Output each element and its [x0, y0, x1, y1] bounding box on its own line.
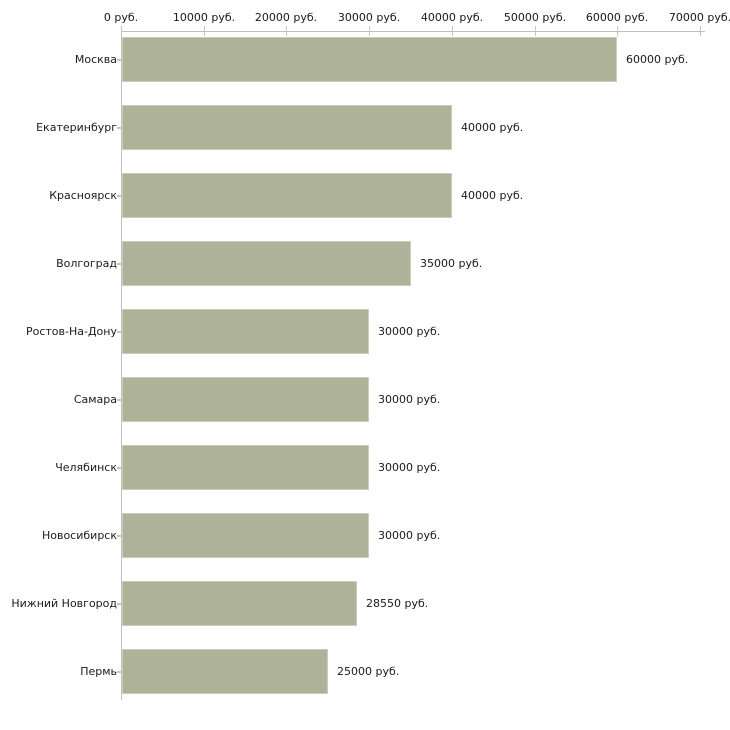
category-tick [117, 467, 121, 469]
value-label: 25000 руб. [337, 664, 400, 678]
category-label: Волгоград [56, 256, 117, 270]
category-tick [117, 127, 121, 129]
category-label: Челябинск [55, 460, 117, 474]
x-axis-tick [535, 26, 536, 36]
bar [122, 649, 328, 694]
value-label: 30000 руб. [378, 324, 441, 338]
bar [122, 377, 369, 422]
x-axis-tick [121, 26, 122, 36]
value-label: 35000 руб. [420, 256, 483, 270]
category-tick [117, 671, 121, 673]
bar [122, 513, 369, 558]
value-label: 40000 руб. [461, 188, 524, 202]
x-axis-tick-label: 60000 руб. [585, 11, 649, 24]
x-axis-tick [369, 26, 370, 36]
category-label: Екатеринбург [36, 120, 117, 134]
category-tick [117, 535, 121, 537]
category-label: Ростов-На-Дону [25, 324, 117, 338]
value-label: 60000 руб. [626, 52, 689, 66]
x-axis-tick-label: 50000 руб. [503, 11, 567, 24]
x-axis-line [121, 31, 705, 32]
x-axis-tick-label: 40000 руб. [420, 11, 484, 24]
x-axis-tick-label: 20000 руб. [254, 11, 318, 24]
x-axis-tick-label: 30000 руб. [337, 11, 401, 24]
value-label: 30000 руб. [378, 528, 441, 542]
x-axis-tick [452, 26, 453, 36]
value-label: 30000 руб. [378, 460, 441, 474]
x-axis-tick [700, 26, 701, 36]
category-label: Самара [73, 392, 117, 406]
bar [122, 173, 452, 218]
category-label: Красноярск [49, 188, 117, 202]
x-axis-tick-label: 10000 руб. [172, 11, 236, 24]
value-label: 28550 руб. [366, 596, 429, 610]
category-tick [117, 603, 121, 605]
category-label: Москва [74, 52, 117, 66]
bar [122, 581, 357, 626]
y-axis-line [121, 31, 122, 700]
bar [122, 241, 411, 286]
x-axis-tick-label: 70000 руб. [668, 11, 730, 24]
bar [122, 309, 369, 354]
category-label: Нижний Новгород [11, 596, 117, 610]
category-label: Пермь [80, 664, 117, 678]
category-tick [117, 263, 121, 265]
bar [122, 105, 452, 150]
x-axis-tick-label: 0 руб. [103, 11, 139, 24]
bar [122, 445, 369, 490]
x-axis-tick [617, 26, 618, 36]
category-tick [117, 399, 121, 401]
value-label: 40000 руб. [461, 120, 524, 134]
category-tick [117, 59, 121, 61]
x-axis-tick [204, 26, 205, 36]
category-label: Новосибирск [41, 528, 117, 542]
value-label: 30000 руб. [378, 392, 441, 406]
bar [122, 37, 617, 82]
category-tick [117, 195, 121, 197]
category-tick [117, 331, 121, 333]
x-axis-tick [286, 26, 287, 36]
